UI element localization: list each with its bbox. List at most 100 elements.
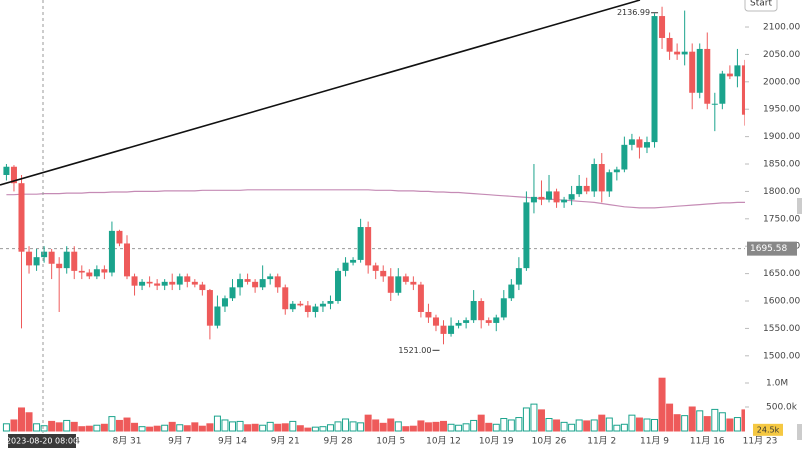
y-tick-label: 2050.00 bbox=[763, 50, 800, 60]
volume-bar bbox=[666, 403, 674, 432]
candle-body bbox=[124, 243, 130, 277]
moving-average bbox=[6, 189, 760, 209]
x-tick-label: 11月 16 bbox=[690, 436, 725, 447]
y-tick-label: 1850.00 bbox=[763, 160, 800, 170]
volume-bar bbox=[681, 415, 689, 432]
volume-tag bbox=[753, 423, 783, 436]
volume-bar bbox=[394, 421, 402, 432]
volume-bar bbox=[364, 414, 372, 432]
candle-body bbox=[711, 103, 718, 105]
candle-body bbox=[206, 290, 213, 326]
candle-body bbox=[274, 276, 281, 288]
volume-bar bbox=[635, 417, 643, 432]
candle-body bbox=[696, 48, 703, 93]
candle-body bbox=[191, 281, 198, 285]
candle-body bbox=[86, 272, 93, 277]
volume-bar bbox=[349, 421, 357, 432]
candle-body bbox=[229, 287, 236, 299]
volume-bar bbox=[108, 416, 116, 432]
candle-body bbox=[350, 259, 357, 263]
start-button[interactable]: Start bbox=[744, 0, 778, 12]
candle-body bbox=[741, 65, 748, 115]
y-tick-label: 1600.00 bbox=[763, 297, 800, 307]
volume-bar bbox=[334, 421, 342, 432]
candle-body bbox=[259, 279, 266, 288]
volume-bar bbox=[93, 424, 101, 432]
candle-body bbox=[681, 51, 688, 55]
volume-bar bbox=[440, 420, 448, 432]
x-tick-label: 9月 14 bbox=[218, 436, 247, 447]
high-marker: 2136.99 bbox=[617, 8, 650, 17]
candle-body bbox=[252, 281, 259, 288]
volume-bar bbox=[161, 424, 169, 432]
volume-bar bbox=[115, 419, 123, 432]
x-tick-label: 10月 5 bbox=[376, 436, 405, 447]
volume-bar bbox=[55, 422, 63, 432]
candle-body bbox=[704, 48, 711, 104]
volume-bar bbox=[409, 425, 417, 432]
volume-bar bbox=[711, 408, 719, 432]
volume-bar bbox=[658, 377, 666, 432]
candle-body bbox=[568, 194, 575, 200]
volume-bar bbox=[560, 421, 568, 432]
volume-bar bbox=[176, 424, 184, 432]
candle-body bbox=[598, 164, 605, 192]
candle-body bbox=[643, 142, 650, 148]
candle-body bbox=[63, 251, 70, 269]
candle-body bbox=[221, 298, 228, 307]
candle-body bbox=[546, 191, 553, 200]
volume-bar bbox=[146, 426, 154, 432]
volume-bar bbox=[326, 424, 334, 432]
button-label[interactable]: Start bbox=[750, 0, 772, 9]
volume-bar bbox=[500, 418, 508, 432]
candle-body bbox=[402, 276, 409, 282]
price-tag-label: 1695.58 bbox=[750, 244, 787, 254]
volume-bar bbox=[703, 416, 711, 432]
candle-body bbox=[628, 139, 635, 145]
y-tick-label: 1550.00 bbox=[763, 324, 800, 334]
candle-body bbox=[591, 164, 598, 192]
volume-bar bbox=[424, 422, 432, 432]
y-tick-label: 1750.00 bbox=[763, 214, 800, 224]
volume-bar bbox=[229, 421, 237, 432]
volume-bar bbox=[643, 418, 651, 432]
volume-bar bbox=[545, 418, 553, 432]
candle-body bbox=[689, 51, 696, 93]
x-tick-label: 11月 9 bbox=[640, 436, 669, 447]
candle-body bbox=[131, 276, 138, 286]
candle-body bbox=[312, 306, 319, 312]
volume-bar bbox=[492, 423, 500, 432]
candle-body bbox=[666, 37, 673, 52]
candle-body bbox=[267, 276, 274, 280]
volume-bar bbox=[673, 414, 681, 432]
candle-body bbox=[41, 251, 48, 258]
candle-body bbox=[18, 183, 25, 252]
volume-tick-label: 1.0M bbox=[766, 379, 788, 389]
x-tick-label: 9月 21 bbox=[271, 436, 300, 447]
volume-bar bbox=[244, 424, 252, 432]
side-tab bbox=[797, 198, 802, 214]
volume-bar bbox=[620, 423, 628, 432]
candle-body bbox=[387, 276, 394, 293]
candle-body bbox=[726, 73, 733, 77]
candle-body bbox=[237, 279, 244, 288]
volume-bar bbox=[590, 419, 598, 432]
low-marker: 1521.00 bbox=[398, 346, 431, 355]
volume-bar bbox=[432, 421, 440, 432]
volume-bar bbox=[613, 424, 621, 432]
volume-bar bbox=[33, 423, 41, 432]
candle-body bbox=[440, 325, 447, 334]
candle-body bbox=[289, 303, 296, 310]
volume-bar bbox=[296, 425, 304, 432]
candle-body bbox=[425, 311, 432, 318]
candle-body bbox=[410, 281, 417, 285]
price-tag bbox=[747, 241, 797, 256]
candle-body bbox=[78, 270, 85, 273]
y-tick-label: 1800.00 bbox=[763, 187, 800, 197]
volume-bar bbox=[70, 421, 78, 432]
candle-body bbox=[432, 317, 439, 326]
y-tick-label: 2100.00 bbox=[763, 23, 800, 33]
volume-bar bbox=[48, 420, 56, 432]
candle-body bbox=[93, 269, 100, 277]
volume-bar bbox=[575, 419, 583, 432]
